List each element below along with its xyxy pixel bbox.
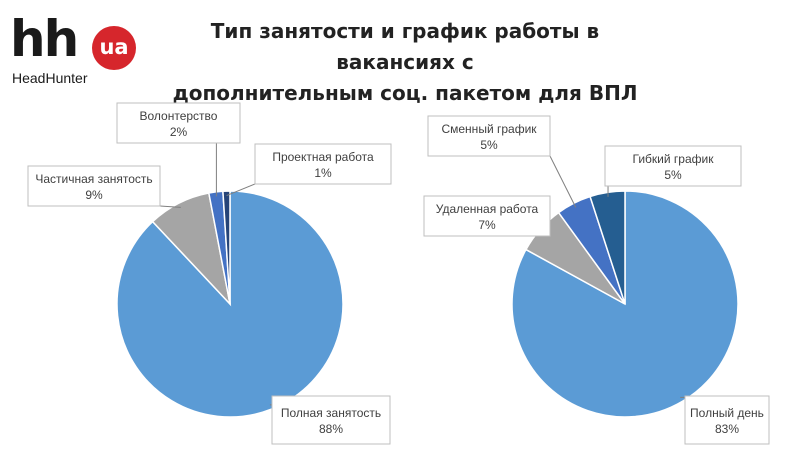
logo-badge: ua	[92, 26, 136, 70]
leader-line-сменный-график	[549, 155, 577, 208]
headhunter-logo: hh ua HeadHunter	[10, 14, 160, 92]
data-label-box-волонтерство	[116, 102, 241, 144]
data-label-value: 5%	[480, 138, 498, 152]
data-label-box-гибкий-график	[604, 145, 742, 187]
pie-slice-гибкий-график	[589, 190, 626, 305]
data-label-category: Частичная занятость	[35, 172, 152, 186]
pie-chart-2: Полный день 83% Удаленная работа 7% Сменный …	[423, 115, 770, 445]
title-line-1: Тип занятости и график работы в вакансия…	[210, 19, 600, 74]
logo-wordmark: HeadHunter	[12, 70, 88, 86]
pie-slice-проектная-работа	[222, 190, 231, 305]
title-line-2: дополнительным соц. пакетом для ВПЛ	[172, 81, 638, 105]
data-label-value: 88%	[319, 422, 343, 436]
data-label-value: 7%	[478, 218, 496, 232]
data-label-box-сменный-график	[427, 115, 551, 157]
data-label-value: 83%	[715, 422, 739, 436]
data-label-category: Гибкий график	[633, 152, 715, 166]
leader-line-частичная-занятость	[159, 205, 181, 208]
data-label-box-полная-занятость	[271, 395, 391, 445]
data-label-category: Волонтерство	[140, 109, 218, 123]
data-label-value: 5%	[664, 168, 682, 182]
data-label-category: Удаленная работа	[436, 202, 539, 216]
pie-chart-1: Полная занятость 88% Частичная занятость 9%…	[27, 102, 392, 445]
data-label-category: Полная занятость	[281, 406, 381, 420]
logo-mark: hh	[10, 10, 79, 68]
page-title: Тип занятости и график работы в вакансия…	[150, 16, 660, 109]
data-label-category: Полный день	[690, 406, 764, 420]
data-label-box-проектная-работа	[254, 143, 392, 185]
data-label-category: Проектная работа	[272, 150, 374, 164]
data-label-box-частичная-занятость	[27, 165, 161, 207]
data-label-box-удаленная-работа	[423, 195, 551, 237]
data-label-value: 9%	[85, 188, 103, 202]
data-label-category: Сменный график	[441, 122, 537, 136]
data-label-value: 2%	[170, 125, 188, 139]
data-label-value: 1%	[314, 166, 332, 180]
leader-line-проектная-работа	[226, 183, 256, 197]
data-label-box-полный-день	[684, 395, 770, 445]
